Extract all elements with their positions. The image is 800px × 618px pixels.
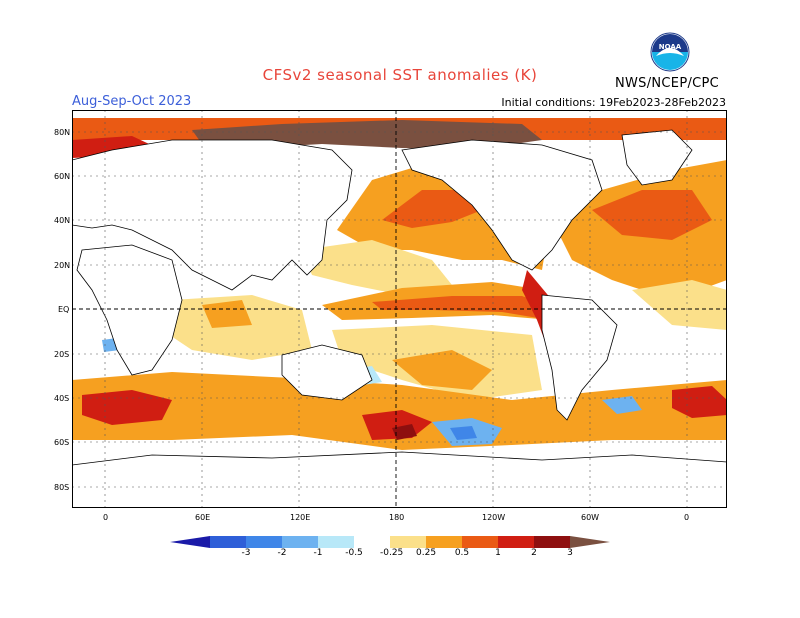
land-greenland	[621, 129, 693, 186]
land-antarctica	[71, 451, 728, 509]
anomaly-north-pacific-light	[302, 240, 452, 295]
lat-label: 80S	[54, 483, 70, 492]
season-label: Aug-Sep-Oct 2023	[72, 94, 192, 109]
colorbar-swatch	[498, 536, 534, 548]
anomaly-cool-south-atlantic	[602, 396, 642, 414]
noaa-logo: NOAA	[650, 32, 690, 72]
lon-label: 60W	[581, 513, 600, 522]
colorbar-swatch	[282, 536, 318, 548]
colorbar-swatch	[246, 536, 282, 548]
land-south-america	[541, 294, 618, 421]
lat-label: 60S	[54, 438, 70, 447]
anomaly-indian-ocean	[162, 295, 312, 360]
colorbar	[170, 536, 610, 548]
lon-label: 0	[684, 513, 690, 522]
colorbar-tick-label: -1	[313, 548, 323, 558]
initial-conditions-label: Initial conditions: 19Feb2023-28Feb2023	[501, 96, 726, 109]
colorbar-tick-label: 0.5	[454, 548, 470, 558]
lat-label: 20N	[54, 261, 71, 270]
colorbar-tick-label: 1	[495, 548, 501, 558]
colorbar-swatch	[462, 536, 498, 548]
colorbar-tick-label: -2	[277, 548, 287, 558]
anomaly-north-pacific-strong	[382, 190, 482, 228]
map-canvas	[71, 110, 728, 509]
anomaly-southern-ocean-strong-west	[82, 390, 172, 425]
land-masses	[71, 129, 728, 509]
colorbar-swatch	[318, 536, 354, 548]
lat-label: 80N	[54, 128, 71, 137]
anomaly-cool-south-pacific-strong	[450, 426, 477, 440]
lat-label: 60N	[54, 172, 71, 181]
lat-label: EQ	[58, 305, 70, 314]
land-australia	[281, 344, 373, 401]
anomaly-southern-ocean-extreme	[392, 424, 417, 440]
colorbar-swatch	[390, 536, 426, 548]
colorbar-swatch	[426, 536, 462, 548]
lon-label: 0	[103, 513, 109, 522]
reference-lines	[72, 110, 727, 508]
colorbar-swatch	[354, 536, 390, 548]
sst-anomaly-map	[71, 110, 728, 509]
colorbar-tick-label: 3	[567, 548, 573, 558]
land-north-america	[401, 139, 603, 271]
map-title: CFSv2 seasonal SST anomalies (K)	[262, 66, 538, 84]
colorbar-swatch	[534, 536, 570, 548]
lon-label: 120E	[290, 513, 311, 522]
colorbar-tick-label: -0.25	[380, 548, 404, 558]
map-border	[72, 110, 727, 508]
gridlines	[72, 110, 727, 508]
lon-label: 60E	[195, 513, 211, 522]
colorbar-arrow-low	[170, 536, 210, 548]
colorbar-tick-label: -3	[241, 548, 251, 558]
lon-label: 120W	[482, 513, 506, 522]
lon-label: 180	[389, 513, 405, 522]
land-africa	[76, 244, 183, 376]
colorbar-tick-label: 0.25	[416, 548, 437, 558]
land-eurasia	[71, 139, 353, 291]
anomaly-southern-ocean-strong-east	[672, 386, 727, 418]
lat-label: 40N	[54, 216, 71, 225]
anomaly-north-atlantic-light	[632, 280, 727, 330]
anomaly-indian-ocean-mid	[202, 300, 252, 328]
colorbar-arrow-high	[570, 536, 610, 548]
lat-label: 40S	[54, 394, 70, 403]
colorbar-swatch	[210, 536, 246, 548]
agency-label: NWS/NCEP/CPC	[615, 76, 720, 91]
noaa-logo-text: NOAA	[659, 43, 682, 51]
anomaly-north-atlantic-strong	[592, 190, 712, 240]
anomaly-nino-core	[372, 296, 550, 320]
anomaly-south-pacific-mid	[392, 350, 492, 390]
colorbar-tick-label: -0.5	[345, 548, 363, 558]
lat-label: 20S	[54, 350, 70, 359]
colorbar-tick-label: 2	[531, 548, 537, 558]
